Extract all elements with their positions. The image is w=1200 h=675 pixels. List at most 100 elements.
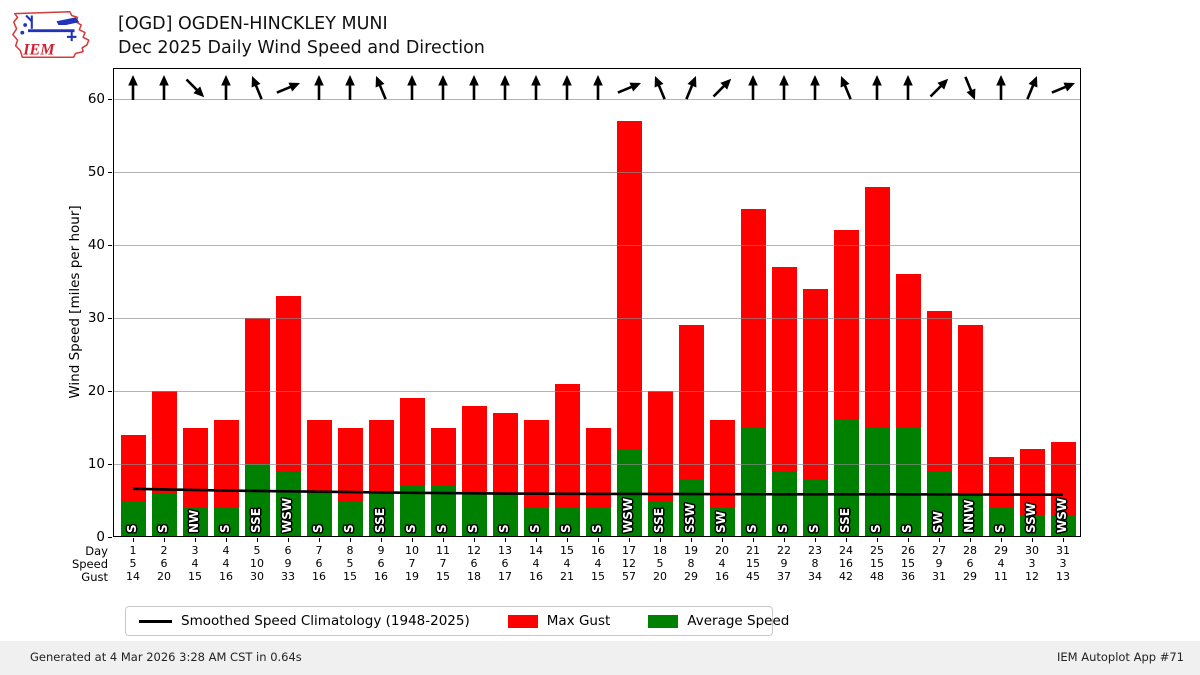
gust-value: 29 — [963, 570, 977, 583]
gust-value: 48 — [870, 570, 884, 583]
wind-direction-arrow-icon — [185, 78, 205, 98]
speed-value: 8 — [811, 557, 819, 570]
climatology-line-swatch — [139, 619, 172, 623]
speed-value: 7 — [439, 557, 447, 570]
avg-speed-bar — [120, 500, 146, 537]
gust-value: 45 — [746, 570, 760, 583]
app-credit: IEM Autoplot App #71 — [1056, 650, 1184, 664]
speed-value: 4 — [532, 557, 540, 570]
direction-label: S — [342, 524, 356, 533]
x-tick-mark — [1000, 538, 1002, 542]
day-number: 30 — [1025, 544, 1039, 557]
wind-direction-arrow-icon — [996, 75, 1006, 100]
day-number: 16 — [591, 544, 605, 557]
y-tick-label: 10 — [87, 456, 105, 472]
direction-label: SSW — [683, 503, 697, 533]
x-tick-mark — [628, 538, 630, 542]
gust-value: 34 — [808, 570, 822, 583]
wind-direction-arrow-icon — [654, 75, 666, 100]
gust-value: 11 — [994, 570, 1008, 583]
weathervane-icon — [20, 14, 80, 42]
gridline — [114, 172, 1080, 173]
speed-value: 5 — [346, 557, 354, 570]
avg-speed-bar — [306, 493, 332, 537]
avg-speed-bar — [833, 420, 859, 537]
wind-direction-arrow-icon — [685, 75, 697, 100]
gust-value: 37 — [777, 570, 791, 583]
speed-value: 5 — [656, 557, 664, 570]
gridline — [114, 318, 1080, 319]
wind-direction-arrow-icon — [964, 76, 976, 101]
x-tick-mark — [473, 538, 475, 542]
day-number: 25 — [870, 544, 884, 557]
direction-label: WSW — [1055, 497, 1069, 533]
wind-direction-arrow-icon — [531, 75, 541, 100]
x-tick-mark — [194, 538, 196, 542]
x-tick-mark — [380, 538, 382, 542]
direction-label: S — [497, 524, 511, 533]
wind-direction-arrow-icon — [500, 75, 510, 100]
day-number: 29 — [994, 544, 1008, 557]
direction-label: NNW — [962, 499, 976, 533]
day-number: 6 — [284, 544, 292, 557]
direction-label: SSE — [249, 508, 263, 533]
day-number: 23 — [808, 544, 822, 557]
y-tick-label: 20 — [87, 383, 105, 399]
direction-label: S — [590, 524, 604, 533]
day-number: 31 — [1056, 544, 1070, 557]
y-tick-mark — [108, 171, 112, 173]
max-gust-swatch — [507, 614, 538, 628]
gust-value: 20 — [157, 570, 171, 583]
direction-label: S — [466, 524, 480, 533]
avg-speed-bar — [957, 493, 983, 537]
average-speed-swatch — [648, 614, 679, 628]
avg-speed-bar — [275, 471, 301, 537]
gust-value: 16 — [715, 570, 729, 583]
wind-direction-arrow-icon — [872, 75, 882, 100]
direction-label: S — [311, 524, 325, 533]
day-number: 17 — [622, 544, 636, 557]
x-tick-mark — [256, 538, 258, 542]
speed-value: 5 — [129, 557, 137, 570]
wind-direction-arrow-icon — [929, 78, 949, 98]
y-tick-label: 30 — [87, 310, 105, 326]
x-tick-mark — [442, 538, 444, 542]
avg-speed-bar — [244, 464, 270, 537]
speed-value: 7 — [408, 557, 416, 570]
wind-direction-arrow-icon — [438, 75, 448, 100]
speed-value: 6 — [160, 557, 168, 570]
avg-speed-bar — [864, 427, 890, 537]
wind-direction-arrow-icon — [128, 75, 138, 100]
gridline — [114, 391, 1080, 392]
gust-value: 29 — [684, 570, 698, 583]
legend-label: Smoothed Speed Climatology (1948-2025) — [181, 613, 470, 629]
speed-value: 6 — [377, 557, 385, 570]
speed-value: 6 — [470, 557, 478, 570]
avg-speed-bar — [554, 507, 580, 537]
direction-label: SSW — [1024, 503, 1038, 533]
day-number: 13 — [498, 544, 512, 557]
y-tick-mark — [108, 390, 112, 392]
wind-direction-arrow-icon — [748, 75, 758, 100]
y-tick-label: 40 — [87, 237, 105, 253]
speed-value: 4 — [222, 557, 230, 570]
speed-row-header: Speed — [71, 557, 108, 571]
chart-subtitle: Dec 2025 Daily Wind Speed and Direction — [118, 38, 485, 58]
wind-direction-arrow-icon — [314, 75, 324, 100]
gust-value: 21 — [560, 570, 574, 583]
direction-label: S — [900, 524, 914, 533]
footer-bar: Generated at 4 Mar 2026 3:28 AM CST in 0… — [0, 641, 1200, 675]
avg-speed-bar — [709, 507, 735, 537]
avg-speed-bar — [926, 471, 952, 537]
day-number: 12 — [467, 544, 481, 557]
y-tick-label: 60 — [87, 91, 105, 107]
speed-value: 12 — [622, 557, 636, 570]
avg-speed-bar — [213, 507, 239, 537]
x-tick-mark — [845, 538, 847, 542]
direction-label: S — [745, 524, 759, 533]
direction-label: S — [807, 524, 821, 533]
direction-label: S — [125, 524, 139, 533]
x-tick-mark — [721, 538, 723, 542]
direction-label: WSW — [280, 497, 294, 533]
wind-direction-arrow-icon — [840, 75, 852, 100]
